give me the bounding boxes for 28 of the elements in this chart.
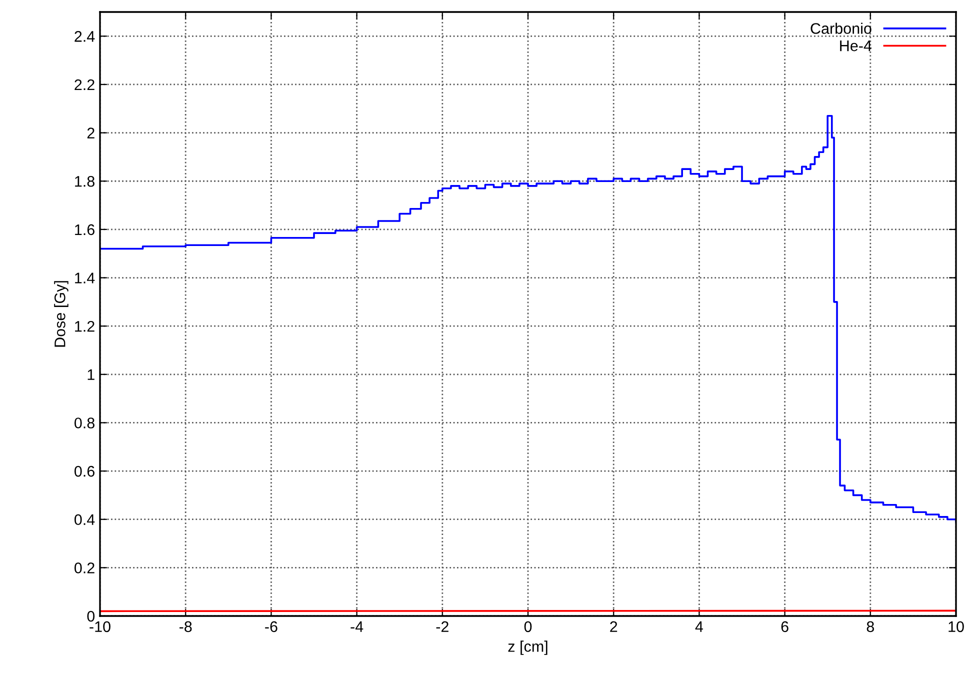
y-tick-label: 2.2 [74,79,94,90]
y-axis-title: Dose [Gy] [54,281,68,347]
x-tick-label: 4 [695,621,703,632]
y-tick-label: 1 [88,369,94,380]
y-tick-label: 0.2 [74,562,94,574]
legend-label: He-4 [840,40,872,52]
y-tick-label: 0.6 [74,466,94,477]
x-tick-label: -4 [350,621,364,632]
y-tick-label: 2 [87,128,94,138]
y-tick-label: 0 [87,610,95,622]
x-tick-label: -10 [90,621,110,632]
y-tick-label: 0.8 [74,418,94,428]
x-tick-label: 6 [781,621,788,632]
x-tick-label: 8 [866,621,874,632]
x-axis-title: z [cm] [508,640,548,655]
x-tick-label: 10 [948,621,964,632]
y-tick-label: 2.4 [74,31,95,42]
x-tick-label: -2 [436,621,448,632]
y-tick-label: 0.4 [74,514,95,526]
y-tick-label: 1.4 [75,272,95,284]
y-tick-label: 1.8 [75,176,94,187]
y-tick-label: 1.2 [75,320,94,332]
x-tick-label: 0 [524,621,532,632]
x-tick-label: 2 [610,621,618,632]
y-tick-label: 1.6 [75,224,94,236]
legend-label: Carbonio [810,22,872,34]
x-tick-label: -8 [179,621,192,632]
x-tick-label: -6 [265,621,278,632]
